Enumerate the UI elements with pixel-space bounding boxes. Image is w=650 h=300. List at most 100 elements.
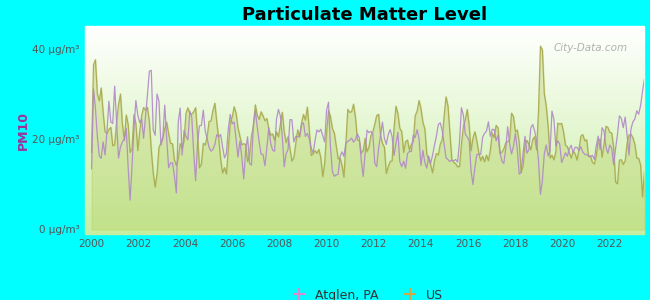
Bar (84, 120, 644, 122)
Bar (84, 201, 644, 203)
Bar (84, 228, 644, 230)
Bar (84, 141, 644, 143)
Bar (84, 182, 644, 184)
Bar (84, 143, 644, 145)
Bar (84, 47, 644, 49)
Bar (84, 197, 644, 199)
Bar (84, 232, 644, 234)
Bar (84, 78, 644, 80)
Bar (84, 103, 644, 105)
Text: City-Data.com: City-Data.com (554, 43, 628, 53)
Bar (84, 226, 644, 228)
Bar (84, 168, 644, 170)
Bar (84, 213, 644, 215)
Bar (84, 159, 644, 161)
Bar (84, 87, 644, 89)
Bar (84, 110, 644, 112)
Bar (84, 155, 644, 157)
Bar (84, 122, 644, 124)
Bar (84, 157, 644, 159)
Bar (84, 118, 644, 120)
Bar (84, 199, 644, 201)
Bar (84, 41, 644, 43)
Bar (84, 221, 644, 224)
Bar (84, 151, 644, 153)
Bar (84, 39, 644, 41)
Bar (84, 91, 644, 93)
Bar (84, 89, 644, 91)
Bar (84, 31, 644, 33)
Bar (84, 220, 644, 221)
Bar (84, 93, 644, 95)
Bar (84, 76, 644, 78)
Bar (84, 35, 644, 37)
Bar (84, 95, 644, 97)
Bar (84, 62, 644, 64)
Bar (84, 99, 644, 101)
Bar (84, 166, 644, 168)
Bar (84, 136, 644, 139)
Bar (84, 224, 644, 226)
Bar (84, 147, 644, 149)
Bar (84, 186, 644, 188)
Bar (84, 72, 644, 74)
Bar (84, 107, 644, 110)
Bar (84, 178, 644, 180)
Bar (84, 145, 644, 147)
Bar (84, 188, 644, 190)
Bar (84, 205, 644, 207)
Bar (84, 139, 644, 141)
Title: Particulate Matter Level: Particulate Matter Level (242, 6, 487, 24)
Bar (84, 82, 644, 85)
Bar (84, 215, 644, 217)
Legend: Atglen, PA, US: Atglen, PA, US (281, 284, 448, 300)
Bar (84, 101, 644, 103)
Bar (84, 193, 644, 195)
Bar (84, 164, 644, 166)
Bar (84, 153, 644, 155)
Bar (84, 97, 644, 99)
Bar (84, 130, 644, 132)
Bar (84, 112, 644, 114)
Bar (84, 207, 644, 209)
Bar (84, 218, 644, 220)
Bar (84, 56, 644, 58)
Bar (84, 58, 644, 60)
Bar (84, 51, 644, 53)
Bar (84, 66, 644, 68)
Bar (84, 180, 644, 182)
Y-axis label: PM10: PM10 (16, 111, 29, 150)
Bar (84, 149, 644, 151)
Bar (84, 174, 644, 176)
Bar (84, 132, 644, 134)
Bar (84, 114, 644, 116)
Bar (84, 105, 644, 107)
Bar (84, 209, 644, 211)
Bar (84, 116, 644, 118)
Bar (84, 26, 644, 28)
Bar (84, 74, 644, 76)
Bar (84, 124, 644, 126)
Bar (84, 203, 644, 205)
Bar (84, 53, 644, 56)
Bar (84, 190, 644, 193)
Bar (84, 134, 644, 136)
Bar (84, 211, 644, 213)
Bar (84, 28, 644, 31)
Bar (84, 170, 644, 172)
Bar (84, 43, 644, 45)
Bar (84, 70, 644, 72)
Bar (84, 195, 644, 197)
Bar (84, 184, 644, 186)
Bar (84, 85, 644, 87)
Bar (84, 80, 644, 83)
Bar (84, 172, 644, 174)
Bar (84, 45, 644, 47)
Bar (84, 176, 644, 178)
Bar (84, 60, 644, 62)
Bar (84, 68, 644, 70)
Bar (84, 161, 644, 164)
Bar (84, 64, 644, 66)
Bar (84, 37, 644, 39)
Bar (84, 128, 644, 130)
